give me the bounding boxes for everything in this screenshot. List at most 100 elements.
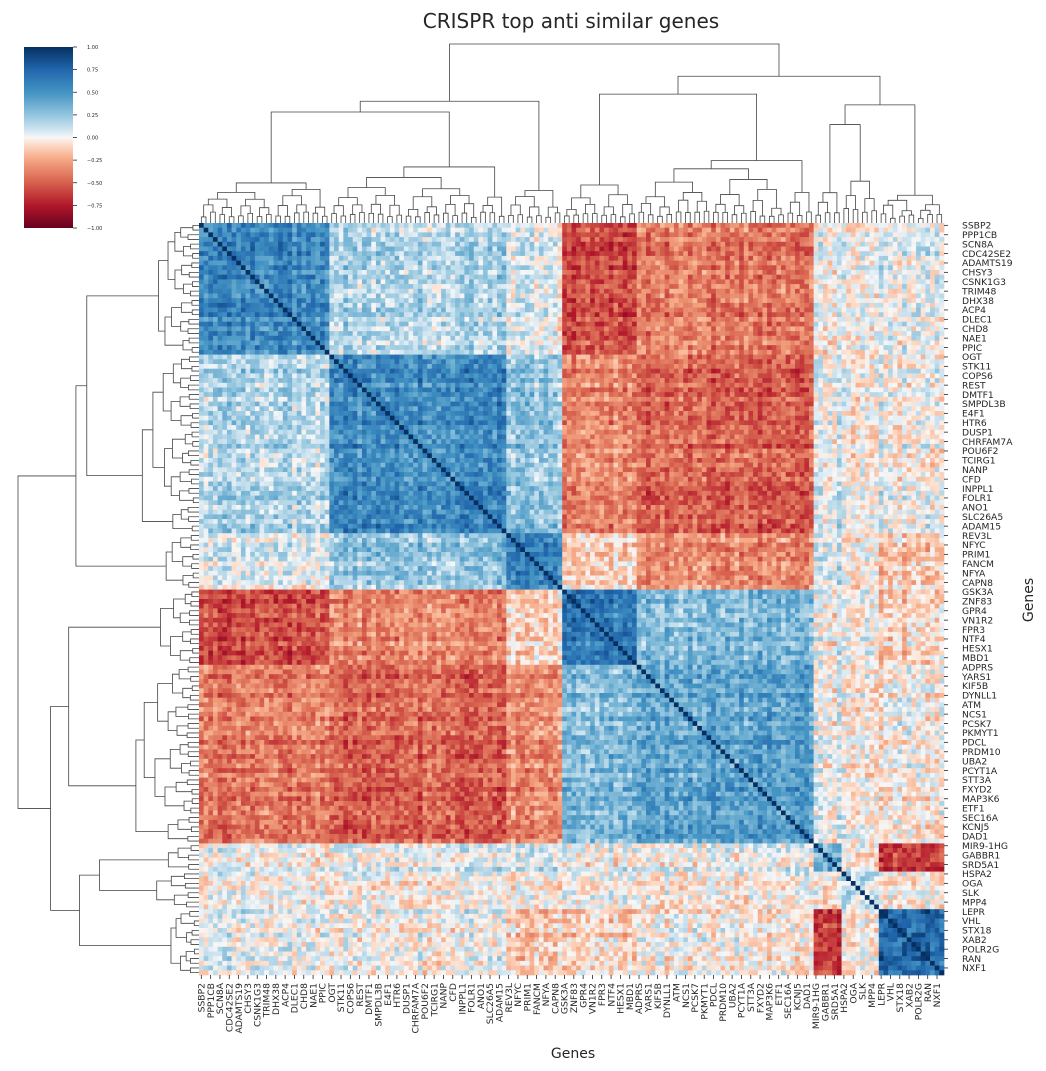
dendrogram-branch — [184, 801, 192, 806]
heatmap-cell — [646, 265, 651, 270]
dendrogram-branch — [481, 212, 483, 223]
heatmap-cell — [381, 294, 386, 299]
heatmap-cell — [371, 308, 376, 313]
heatmap-cell — [576, 275, 581, 280]
heatmap-cell — [883, 289, 888, 294]
heatmap-cell — [539, 284, 544, 289]
heatmap-cell — [613, 298, 618, 303]
dendrogram-branch — [757, 161, 802, 193]
heatmap-cell — [255, 256, 260, 261]
dendrogram-branch — [171, 317, 180, 326]
dendrogram-branch — [818, 202, 823, 215]
dendrogram-branch — [732, 215, 734, 223]
heatmap-cell — [232, 308, 237, 313]
heatmap-cell — [409, 303, 414, 308]
heatmap-cell — [488, 251, 493, 256]
heatmap-cell — [502, 294, 507, 299]
heatmap-cell — [707, 289, 712, 294]
heatmap-cell — [693, 298, 698, 303]
heatmap-cell — [604, 298, 609, 303]
heatmap-cell — [218, 237, 223, 242]
heatmap-cell — [213, 237, 218, 242]
heatmap-cell — [287, 251, 292, 256]
dendrogram-branch — [186, 952, 194, 957]
heatmap-cell — [721, 284, 726, 289]
heatmap-cell — [693, 294, 698, 299]
heatmap-cell — [641, 279, 646, 284]
dendrogram-branch — [678, 76, 779, 94]
heatmap-cell — [814, 232, 819, 237]
heatmap-cell — [739, 294, 744, 299]
heatmap-cell — [567, 223, 572, 228]
heatmap-cell — [450, 312, 455, 317]
dendrogram-branch — [880, 105, 915, 195]
heatmap-cell — [506, 284, 511, 289]
heatmap-cell — [753, 223, 758, 228]
dendrogram-branch — [187, 780, 199, 782]
heatmap-cell — [837, 237, 842, 242]
heatmap-cell — [320, 232, 325, 237]
heatmap-cell — [562, 256, 567, 261]
heatmap-cell — [613, 256, 618, 261]
dendrogram-branch — [184, 284, 193, 289]
dendrogram-branch — [714, 212, 716, 223]
heatmap-cell — [781, 284, 786, 289]
heatmap-cell — [423, 289, 428, 294]
heatmap-cell — [716, 289, 721, 294]
heatmap-cell — [325, 242, 330, 247]
heatmap-cell — [385, 279, 390, 284]
dendrogram-branch — [450, 196, 459, 205]
heatmap-cell — [939, 279, 944, 284]
heatmap-cell — [562, 279, 567, 284]
heatmap-cell — [641, 237, 646, 242]
heatmap-cell — [846, 237, 851, 242]
heatmap-cell — [795, 275, 800, 280]
heatmap-cell — [343, 251, 348, 256]
heatmap-cell — [697, 312, 702, 317]
heatmap-cell — [460, 247, 465, 252]
heatmap-cell — [897, 232, 902, 237]
dendrogram-branch — [184, 874, 199, 876]
dendrogram-branch — [180, 472, 189, 477]
heatmap-cell — [199, 242, 204, 247]
heatmap-cell — [846, 289, 851, 294]
heatmap-cell — [725, 261, 730, 266]
heatmap-cell — [753, 265, 758, 270]
heatmap-cell — [711, 275, 716, 280]
heatmap-cell — [381, 228, 386, 233]
heatmap-cell — [376, 294, 381, 299]
heatmap-cell — [292, 289, 297, 294]
dendrogram-branch — [190, 912, 199, 914]
heatmap-cell — [390, 279, 395, 284]
heatmap-cell — [786, 247, 791, 252]
heatmap-cell — [362, 223, 367, 228]
heatmap-cell — [804, 223, 809, 228]
dendrogram-branch — [177, 731, 187, 736]
heatmap-cell — [697, 223, 702, 228]
heatmap-cell — [287, 228, 292, 233]
heatmap-cell — [274, 232, 279, 237]
heatmap-cell — [404, 247, 409, 252]
heatmap-cell — [274, 298, 279, 303]
heatmap-cell — [734, 256, 739, 261]
heatmap-cell — [809, 237, 814, 242]
heatmap-cell — [199, 284, 204, 289]
heatmap-cell — [450, 237, 455, 242]
heatmap-cell — [702, 256, 707, 261]
heatmap-cell — [832, 251, 837, 256]
heatmap-cell — [460, 303, 465, 308]
heatmap-cell — [939, 289, 944, 294]
heatmap-cell — [413, 275, 418, 280]
heatmap-cell — [539, 303, 544, 308]
heatmap-cell — [623, 256, 628, 261]
heatmap-cell — [623, 251, 628, 256]
heatmap-cell — [595, 294, 600, 299]
dendrogram-branch — [555, 213, 557, 223]
dendrogram-branch — [168, 860, 188, 867]
heatmap-cell — [823, 294, 828, 299]
heatmap-cell — [250, 317, 255, 322]
heatmap-cell — [572, 228, 577, 233]
heatmap-cell — [246, 294, 251, 299]
heatmap-cell — [688, 223, 693, 228]
heatmap-cell — [716, 303, 721, 308]
